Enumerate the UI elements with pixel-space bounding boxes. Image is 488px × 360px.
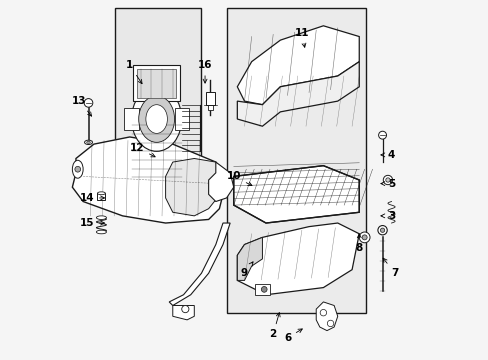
Ellipse shape — [139, 96, 174, 142]
Ellipse shape — [131, 87, 182, 151]
Bar — [255, 284, 269, 295]
Text: 11: 11 — [294, 28, 308, 47]
Text: 6: 6 — [284, 329, 302, 343]
Circle shape — [84, 99, 93, 107]
Text: 10: 10 — [226, 171, 251, 185]
Polygon shape — [233, 166, 359, 223]
Polygon shape — [237, 223, 359, 295]
Ellipse shape — [145, 105, 167, 134]
Text: 1: 1 — [126, 60, 142, 84]
Text: 7: 7 — [382, 258, 398, 278]
Polygon shape — [237, 26, 359, 105]
Text: 4: 4 — [380, 150, 394, 160]
Text: 2: 2 — [269, 313, 280, 339]
Ellipse shape — [86, 141, 90, 143]
Bar — [97, 193, 105, 200]
Ellipse shape — [72, 160, 83, 178]
Circle shape — [383, 175, 392, 185]
Circle shape — [362, 235, 366, 240]
Text: 13: 13 — [72, 96, 91, 116]
Polygon shape — [208, 162, 233, 202]
Text: 16: 16 — [198, 60, 212, 83]
Bar — [207, 105, 213, 110]
Circle shape — [380, 228, 384, 232]
Ellipse shape — [97, 192, 105, 195]
Circle shape — [75, 166, 81, 172]
Circle shape — [377, 226, 386, 235]
Circle shape — [320, 310, 326, 316]
Text: 15: 15 — [79, 218, 104, 228]
Polygon shape — [237, 237, 262, 280]
Text: 8: 8 — [355, 234, 362, 253]
Circle shape — [326, 320, 333, 327]
Bar — [206, 92, 214, 105]
Text: 14: 14 — [79, 193, 104, 203]
Ellipse shape — [96, 216, 106, 220]
Ellipse shape — [84, 140, 92, 144]
Bar — [124, 108, 139, 130]
Text: 12: 12 — [129, 143, 155, 157]
Circle shape — [359, 232, 369, 243]
Circle shape — [385, 178, 389, 182]
Circle shape — [378, 131, 386, 139]
Bar — [226, 8, 366, 313]
Polygon shape — [316, 302, 337, 330]
Polygon shape — [169, 223, 230, 306]
Circle shape — [182, 306, 188, 313]
Bar — [137, 69, 176, 98]
Polygon shape — [72, 137, 226, 223]
Bar — [115, 8, 201, 162]
Polygon shape — [237, 62, 359, 126]
Text: 9: 9 — [241, 262, 252, 278]
Bar — [133, 65, 180, 101]
Circle shape — [261, 287, 266, 292]
Polygon shape — [165, 158, 223, 216]
Bar — [174, 108, 188, 130]
Ellipse shape — [96, 230, 106, 234]
Polygon shape — [233, 166, 359, 223]
Text: 5: 5 — [380, 179, 394, 189]
Text: 3: 3 — [380, 211, 394, 221]
Polygon shape — [172, 306, 194, 320]
